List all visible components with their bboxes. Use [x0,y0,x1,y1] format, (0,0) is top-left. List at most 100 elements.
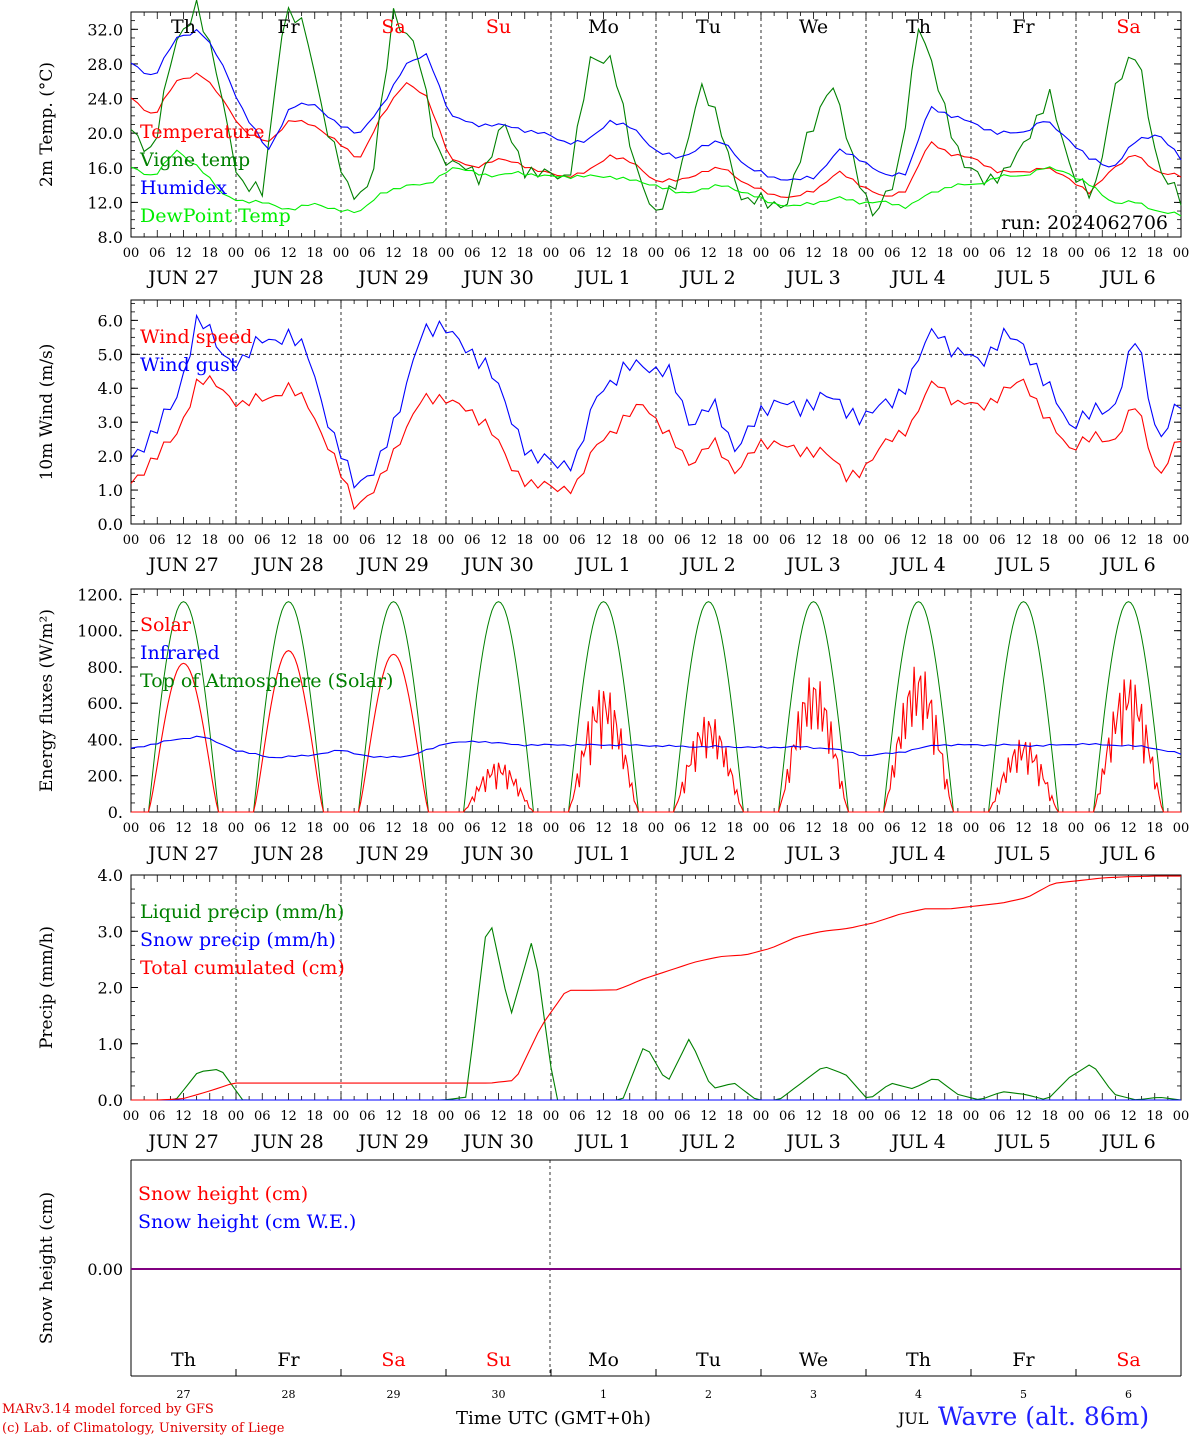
hour-tick-label: 12 [385,533,402,548]
date-label: JUL 2 [679,554,735,576]
hour-tick-label: 00 [1068,246,1085,261]
hour-tick-label: 06 [149,821,166,836]
y-tick-label: 0.0 [98,1091,123,1110]
hour-tick-label: 06 [884,533,901,548]
hour-tick-label: 18 [306,821,323,836]
weekday-label: Th [906,1349,931,1371]
day-number-label: 6 [1125,1388,1132,1401]
date-label: JUL 6 [1099,1131,1155,1153]
hour-tick-label: 18 [306,246,323,261]
hour-tick-label: 00 [333,821,350,836]
date-label: JUN 28 [251,843,323,865]
hour-tick-label: 00 [1173,246,1190,261]
panel-2: 0.0 1.0 2.0 3.0 4.0 5.0 6.0 00 06 12 18 JUN 27 00 06 1… [37,299,1189,576]
hour-tick-label: 06 [989,821,1006,836]
hour-tick-label: 18 [726,246,743,261]
hour-tick-label: 06 [989,246,1006,261]
legend-solar: Solar [140,614,192,636]
day-number-label: 29 [387,1388,401,1401]
y-tick-label: 1.0 [98,1035,123,1054]
station-name: Wavre (alt. 86m) [938,1402,1150,1431]
date-label: JUL 6 [1099,554,1155,576]
legend-snow-height-cm-: Snow height (cm) [138,1183,308,1205]
hour-tick-label: 12 [910,1109,927,1124]
date-label: JUL 4 [889,1131,945,1153]
hour-tick-label: 18 [1041,821,1058,836]
series-line [130,0,1182,217]
weekday-label: Fr [1012,1349,1035,1371]
date-label: JUN 27 [146,267,218,289]
day-number-label: 3 [810,1388,817,1401]
hour-tick-label: 00 [543,533,560,548]
hour-tick-label: 18 [516,1109,533,1124]
weekday-label: Fr [277,1349,300,1371]
day-number-label: 30 [492,1388,506,1401]
y-tick-label: 4.0 [98,866,123,885]
legend-total-cumulated-cm-: Total cumulated (cm) [140,957,345,979]
y-tick-label: 8.0 [98,228,123,247]
hour-tick-label: 12 [910,533,927,548]
hour-tick-label: 06 [1094,533,1111,548]
weekday-label: Su [486,1349,511,1371]
weekday-label: Th [906,16,931,38]
hour-tick-label: 12 [1120,246,1137,261]
hour-tick-label: 00 [333,1109,350,1124]
hour-tick-label: 00 [753,821,770,836]
weekday-label: Fr [277,16,300,38]
hour-tick-label: 00 [858,533,875,548]
hour-tick-label: 00 [123,246,140,261]
date-label: JUL 3 [784,843,840,865]
y-axis-label: Energy fluxes (W/m²) [37,609,57,792]
hour-tick-label: 06 [569,821,586,836]
run-label: run: 2024062706 [1001,212,1168,234]
hour-tick-label: 06 [569,533,586,548]
hour-tick-label: 00 [753,246,770,261]
hour-tick-label: 18 [1041,533,1058,548]
date-label: JUL 2 [679,267,735,289]
hour-tick-label: 00 [228,246,245,261]
y-tick-label: 0. [108,803,123,822]
plot-frame [130,299,1182,525]
y-tick-label: 6.0 [98,311,123,330]
series-line [130,313,1182,489]
hour-tick-label: 18 [516,821,533,836]
hour-tick-label: 18 [831,533,848,548]
y-tick-label: 1200. [77,585,123,604]
panel-3: 0. 200. 400. 600. 800. 1000. 1200. 00 06 12 18 JUN … [37,585,1189,865]
hour-tick-label: 12 [1015,1109,1032,1124]
date-label: JUL 4 [889,843,945,865]
hour-tick-label: 06 [464,1109,481,1124]
hour-tick-label: 06 [1094,246,1111,261]
day-number-label: 2 [705,1388,712,1401]
weekday-label: Su [486,16,511,38]
x-axis-title: Time UTC (GMT+0h) [456,1408,651,1429]
hour-tick-label: 12 [1015,533,1032,548]
date-label: JUN 30 [461,843,533,865]
y-tick-label: 24.0 [87,90,123,109]
legend-vigne-temp: Vigne temp [139,149,250,171]
legend-top-of-atmosphere-solar-: Top of Atmosphere (Solar) [140,670,393,692]
hour-tick-label: 12 [595,246,612,261]
hour-tick-label: 06 [359,246,376,261]
hour-tick-label: 18 [936,246,953,261]
weekday-label: Sa [1116,1349,1140,1371]
hour-tick-label: 18 [411,821,428,836]
hour-tick-label: 12 [1015,246,1032,261]
month-label: JUL [898,1409,929,1428]
legend-humidex: Humidex [140,177,227,199]
hour-tick-label: 00 [648,533,665,548]
hour-tick-label: 06 [674,246,691,261]
date-label: JUN 28 [251,267,323,289]
hour-tick-label: 12 [700,821,717,836]
hour-tick-label: 00 [438,533,455,548]
hour-tick-label: 06 [254,1109,271,1124]
day-number-label: 4 [915,1388,922,1401]
hour-tick-label: 00 [963,1109,980,1124]
hour-tick-label: 06 [989,1109,1006,1124]
hour-tick-label: 06 [779,1109,796,1124]
date-label: JUL 1 [574,554,630,576]
hour-tick-label: 12 [175,533,192,548]
hour-tick-label: 00 [1173,1109,1190,1124]
hour-tick-label: 12 [805,533,822,548]
hour-tick-label: 18 [1146,533,1163,548]
